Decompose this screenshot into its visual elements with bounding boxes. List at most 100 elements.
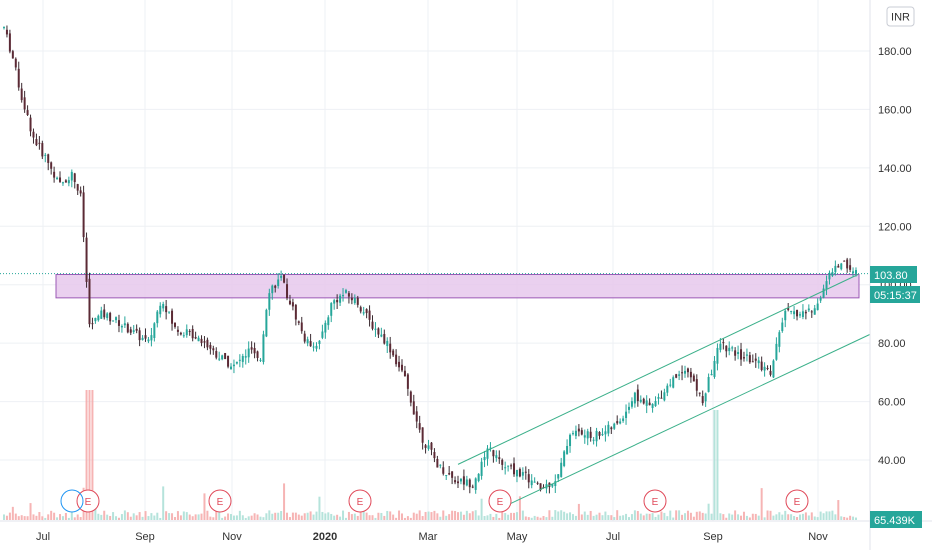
- volume-bar: [280, 511, 283, 520]
- volume-bar: [672, 517, 675, 520]
- candle-body: [61, 182, 64, 184]
- volume-bar: [336, 514, 339, 520]
- volume-bar: [630, 514, 633, 520]
- candle-body: [230, 366, 233, 370]
- earnings-marker[interactable]: E: [348, 489, 372, 513]
- resistance-zone[interactable]: [55, 273, 860, 299]
- candle-body: [507, 465, 510, 467]
- candle-body: [501, 459, 504, 465]
- volume-bar: [380, 512, 383, 520]
- candle-body: [793, 311, 796, 315]
- candle-body: [244, 356, 247, 358]
- volume-bar: [804, 512, 807, 520]
- candle-body: [580, 430, 583, 435]
- candle-body: [103, 309, 106, 318]
- volume-bar: [616, 510, 619, 520]
- candle-body: [20, 88, 23, 101]
- volume-bar: [144, 511, 147, 520]
- channel-upper-line[interactable]: [457, 274, 859, 465]
- volume-bar: [135, 515, 138, 520]
- volume-bar: [569, 512, 572, 520]
- candle-body: [406, 374, 409, 389]
- candle-body: [831, 272, 834, 276]
- candle-body: [498, 457, 501, 460]
- volume-bar: [235, 515, 238, 520]
- volume-bar: [760, 488, 763, 520]
- x-tick-label: Mar: [419, 531, 438, 543]
- candle-body: [365, 309, 368, 314]
- candle-body: [574, 430, 577, 436]
- x-tick-label: May: [507, 531, 528, 543]
- candle-body: [471, 486, 474, 488]
- y-tick-label: 120.00: [878, 221, 912, 233]
- candle-body: [704, 393, 707, 402]
- volume-bar: [666, 516, 669, 520]
- earnings-marker[interactable]: E: [488, 489, 512, 513]
- earnings-marker[interactable]: E: [76, 489, 100, 513]
- earnings-marker-label: E: [357, 497, 364, 508]
- volume-bar: [654, 516, 657, 520]
- candle-body: [88, 278, 91, 325]
- volume-bar: [203, 493, 206, 520]
- candle-body: [76, 184, 79, 191]
- volume-bar: [660, 511, 663, 520]
- volume-bar: [88, 390, 91, 520]
- volume-bar: [244, 517, 247, 520]
- candle-body: [50, 162, 53, 169]
- volume-bar: [518, 496, 521, 520]
- candle-body: [666, 385, 669, 393]
- candle-body: [660, 397, 663, 399]
- volume-bar: [173, 517, 176, 520]
- volume-bar: [713, 410, 716, 520]
- candle-body: [224, 353, 227, 360]
- candle-body: [734, 350, 737, 356]
- candle-body: [235, 361, 238, 364]
- volume-bar: [362, 510, 365, 520]
- candle-body: [386, 340, 389, 347]
- volume-bar: [772, 515, 775, 520]
- volume-bar: [622, 515, 625, 520]
- x-tick-label: Nov: [808, 531, 828, 543]
- volume-bar: [59, 514, 62, 520]
- earnings-marker[interactable]: E: [785, 489, 809, 513]
- candle-body: [297, 321, 300, 323]
- currency-badge[interactable]: INR: [886, 6, 915, 27]
- candle-body: [156, 311, 159, 324]
- y-tick-label: 180.00: [878, 46, 912, 58]
- candle-body: [403, 370, 406, 377]
- volume-bar: [11, 506, 14, 520]
- candle-body: [745, 354, 748, 356]
- earnings-marker[interactable]: E: [643, 489, 667, 513]
- volume-bar: [389, 511, 392, 520]
- volume-bar: [445, 515, 448, 520]
- candle-body: [392, 350, 395, 356]
- volume-bar: [551, 516, 554, 520]
- volume-bar: [619, 515, 622, 520]
- volume-bar: [206, 510, 209, 520]
- volume-bar: [725, 517, 728, 520]
- volume-bar: [613, 517, 616, 520]
- y-tick-label: 40.00: [878, 455, 906, 467]
- volume-bar: [179, 515, 182, 520]
- volume-bar: [333, 515, 336, 520]
- candle-body: [383, 333, 386, 344]
- candle-body: [569, 434, 572, 447]
- candle-body: [218, 358, 221, 360]
- volume-bar: [542, 516, 545, 520]
- candle-body: [265, 309, 268, 337]
- volume-bar: [427, 511, 430, 520]
- candle-body: [613, 423, 616, 429]
- candle-body: [784, 310, 787, 321]
- candle-body: [457, 481, 460, 484]
- dividend-marker[interactable]: [60, 489, 84, 513]
- volume-bar: [728, 513, 731, 520]
- earnings-marker[interactable]: E: [208, 489, 232, 513]
- candle-body: [112, 320, 115, 322]
- volume-bar: [230, 514, 233, 520]
- channel-lower-line[interactable]: [509, 333, 871, 505]
- volume-bar: [737, 514, 740, 520]
- candle-body: [259, 359, 262, 361]
- candle-body: [701, 396, 704, 404]
- candle-body: [583, 435, 586, 438]
